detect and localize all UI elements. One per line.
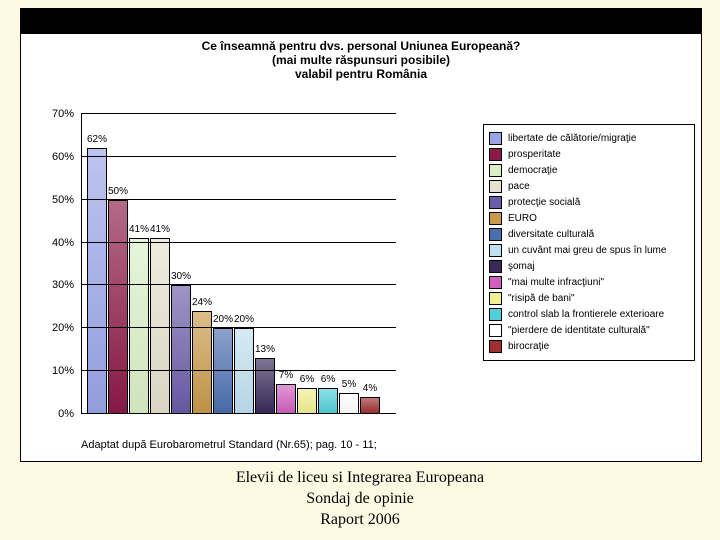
legend-label: "mai multe infracţiuni" xyxy=(508,277,604,288)
legend-swatch xyxy=(489,340,502,353)
bar-4: 30% xyxy=(171,285,191,414)
legend-swatch xyxy=(489,228,502,241)
legend: libertate de călătorie/migraţie prosperit… xyxy=(483,124,695,361)
y-tick-label: 60% xyxy=(52,151,74,163)
legend-item-8: şomaj xyxy=(489,260,689,273)
y-tick-label: 50% xyxy=(52,194,74,206)
bar-value-label: 24% xyxy=(192,297,212,308)
legend-label: birocraţie xyxy=(508,341,549,352)
legend-swatch xyxy=(489,308,502,321)
legend-item-1: prosperitate xyxy=(489,148,689,161)
bar-value-label: 5% xyxy=(342,379,356,390)
title-line-2: (mai multe răspunsuri posibile) xyxy=(21,53,701,67)
legend-item-2: democraţie xyxy=(489,164,689,177)
legend-label: diversitate culturală xyxy=(508,229,594,240)
legend-label: protecţie socială xyxy=(508,197,580,208)
legend-item-11: control slab la frontierele exterioare xyxy=(489,308,689,321)
caption-line-1: Elevii de liceu si Integrarea Europeana xyxy=(0,468,720,489)
legend-item-3: pace xyxy=(489,180,689,193)
bar-value-label: 41% xyxy=(150,224,170,235)
legend-item-7: un cuvânt mai greu de spus în lume xyxy=(489,244,689,257)
gridline xyxy=(81,370,396,371)
gridline xyxy=(81,242,396,243)
legend-swatch xyxy=(489,196,502,209)
legend-item-6: diversitate culturală xyxy=(489,228,689,241)
y-tick-label: 40% xyxy=(52,237,74,249)
chart-title: Ce înseamnă pentru dvs. personal Uniunea… xyxy=(21,39,701,81)
legend-label: libertate de călătorie/migraţie xyxy=(508,133,636,144)
legend-label: pace xyxy=(508,181,530,192)
bar-value-label: 20% xyxy=(234,314,254,325)
bar-value-label: 6% xyxy=(321,374,335,385)
legend-swatch xyxy=(489,260,502,273)
bar-value-label: 30% xyxy=(171,271,191,282)
bar-value-label: 41% xyxy=(129,224,149,235)
y-axis xyxy=(81,114,82,414)
legend-item-5: EURO xyxy=(489,212,689,225)
legend-swatch xyxy=(489,292,502,305)
bar-11: 6% xyxy=(318,388,338,414)
legend-swatch xyxy=(489,244,502,257)
y-tick-label: 0% xyxy=(58,408,74,420)
legend-item-10: "risipă de bani" xyxy=(489,292,689,305)
legend-label: şomaj xyxy=(508,261,535,272)
gridline xyxy=(81,284,396,285)
gridline xyxy=(81,156,396,157)
legend-label: "risipă de bani" xyxy=(508,293,575,304)
y-tick-label: 70% xyxy=(52,108,74,120)
gridline xyxy=(81,199,396,200)
legend-swatch xyxy=(489,212,502,225)
bar-value-label: 20% xyxy=(213,314,233,325)
chart-panel: Ce înseamnă pentru dvs. personal Uniunea… xyxy=(20,8,702,462)
legend-label: control slab la frontierele exterioare xyxy=(508,309,664,320)
bar-value-label: 13% xyxy=(255,344,275,355)
gridline xyxy=(81,327,396,328)
legend-label: un cuvânt mai greu de spus în lume xyxy=(508,245,666,256)
plot-area: 62%50%41%41%30%24%20%20%13%7%6%6%5%4% 0%… xyxy=(81,114,396,414)
caption-line-3: Raport 2006 xyxy=(0,510,720,531)
bar-2: 41% xyxy=(129,238,149,414)
bar-13: 4% xyxy=(360,397,380,414)
bar-value-label: 50% xyxy=(108,186,128,197)
title-line-1: Ce înseamnă pentru dvs. personal Uniunea… xyxy=(21,39,701,53)
legend-swatch xyxy=(489,164,502,177)
bars-group: 62%50%41%41%30%24%20%20%13%7%6%6%5%4% xyxy=(87,148,380,414)
bar-value-label: 6% xyxy=(300,374,314,385)
y-tick-label: 20% xyxy=(52,322,74,334)
legend-swatch xyxy=(489,276,502,289)
bar-3: 41% xyxy=(150,238,170,414)
bar-value-label: 7% xyxy=(279,370,293,381)
legend-label: democraţie xyxy=(508,165,557,176)
bar-1: 50% xyxy=(108,200,128,414)
y-tick-label: 10% xyxy=(52,365,74,377)
source-note: Adaptat după Eurobarometrul Standard (Nr… xyxy=(81,439,377,451)
bar-value-label: 62% xyxy=(87,134,107,145)
legend-item-4: protecţie socială xyxy=(489,196,689,209)
legend-label: prosperitate xyxy=(508,149,561,160)
legend-swatch xyxy=(489,148,502,161)
slide-caption: Elevii de liceu si Integrarea Europeana … xyxy=(0,468,720,530)
y-tick-label: 30% xyxy=(52,279,74,291)
legend-label: "pierdere de identitate culturală" xyxy=(508,325,650,336)
legend-swatch xyxy=(489,324,502,337)
legend-swatch xyxy=(489,180,502,193)
bar-10: 6% xyxy=(297,388,317,414)
title-bar xyxy=(21,9,701,34)
legend-item-0: libertate de călătorie/migraţie xyxy=(489,132,689,145)
bar-8: 13% xyxy=(255,358,275,414)
legend-item-13: birocraţie xyxy=(489,340,689,353)
bar-value-label: 4% xyxy=(363,383,377,394)
bar-12: 5% xyxy=(339,393,359,414)
legend-item-9: "mai multe infracţiuni" xyxy=(489,276,689,289)
bar-0: 62% xyxy=(87,148,107,414)
legend-label: EURO xyxy=(508,213,537,224)
caption-line-2: Sondaj de opinie xyxy=(0,489,720,510)
legend-item-12: "pierdere de identitate culturală" xyxy=(489,324,689,337)
gridline xyxy=(81,413,396,414)
gridline xyxy=(81,113,396,114)
legend-swatch xyxy=(489,132,502,145)
title-line-3: valabil pentru România xyxy=(21,67,701,81)
bar-9: 7% xyxy=(276,384,296,414)
